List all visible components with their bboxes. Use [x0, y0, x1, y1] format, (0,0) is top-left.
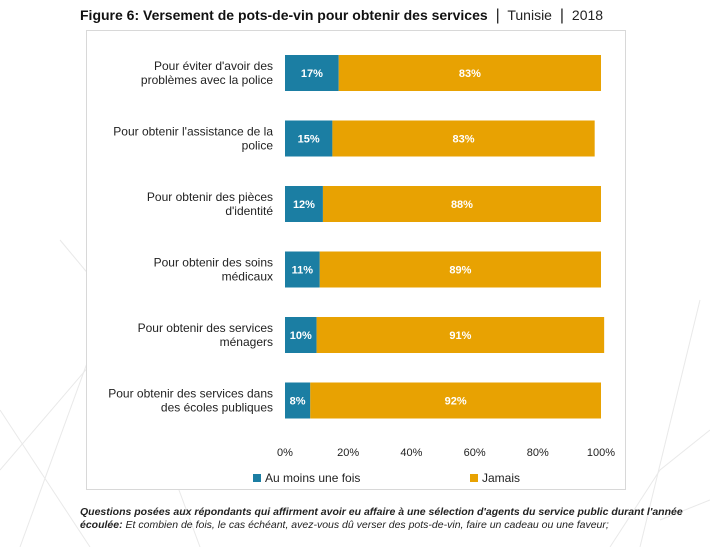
- bar-segment-never: [319, 251, 601, 288]
- x-tick-label: 80%: [527, 447, 549, 459]
- legend-label: Jamais: [482, 471, 520, 485]
- bar-segment-at-least-once: [285, 186, 323, 222]
- x-tick-label: 20%: [337, 447, 359, 459]
- category-label: Pour obtenir des services dans des écoles…: [108, 387, 273, 415]
- data-label: 83%: [459, 68, 481, 80]
- bar-segment-never: [322, 186, 601, 222]
- x-tick-label: 0%: [277, 447, 293, 459]
- bar-segment-never: [332, 120, 595, 157]
- data-label: 8%: [290, 396, 306, 408]
- title-separator: |: [495, 7, 500, 24]
- bar-segment-at-least-once: [285, 382, 311, 419]
- bar-segment-at-least-once: [285, 120, 333, 157]
- category-label: Pour obtenir l'assistance de la police: [113, 125, 273, 153]
- data-label: 12%: [293, 199, 315, 211]
- category-label: Pour obtenir des services ménagers: [138, 321, 273, 349]
- title-separator: |: [559, 7, 565, 24]
- data-label: 92%: [445, 396, 467, 408]
- data-label: 11%: [292, 265, 314, 277]
- bar-segment-never: [310, 382, 601, 419]
- category-label: Pour obtenir des soins médicaux: [154, 256, 273, 284]
- title-country: Tunisie: [507, 7, 552, 23]
- bar-segment-never: [316, 317, 605, 353]
- x-tick-label: 100%: [587, 447, 615, 459]
- title-main: Figure 6: Versement de pots-de-vin pour …: [80, 7, 488, 23]
- figure-title: Figure 6: Versement de pots-de-vin pour …: [80, 4, 700, 26]
- bar-segment-never: [338, 55, 601, 91]
- bar-segment-at-least-once: [285, 251, 320, 288]
- legend-swatch: [470, 474, 478, 482]
- bar-segment-at-least-once: [285, 317, 317, 353]
- data-label: 83%: [453, 134, 475, 146]
- footnote-bold: Questions posées aux répondants qui affi…: [80, 506, 683, 531]
- category-label: Pour éviter d'avoir des problèmes avec la…: [141, 59, 273, 87]
- footnote-text: Et combien de fois, le cas échéant, avez…: [122, 519, 609, 531]
- legend-label: Au moins une fois: [265, 471, 360, 485]
- bar-segment-at-least-once: [285, 55, 339, 91]
- data-label: 91%: [449, 330, 471, 342]
- title-year: 2018: [571, 7, 604, 23]
- footnote: Questions posées aux répondants qui affi…: [80, 506, 700, 532]
- data-label: 88%: [451, 199, 473, 211]
- data-label: 15%: [298, 134, 320, 146]
- x-tick-label: 60%: [464, 447, 486, 459]
- data-label: 89%: [449, 265, 471, 277]
- data-label: 10%: [290, 330, 312, 342]
- data-label: 17%: [301, 68, 323, 80]
- legend-swatch: [253, 474, 261, 482]
- x-tick-label: 40%: [400, 447, 422, 459]
- category-label: Pour obtenir des pièces d'identité: [147, 190, 273, 218]
